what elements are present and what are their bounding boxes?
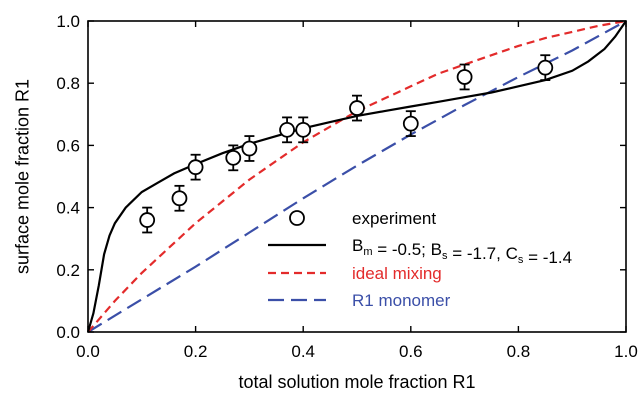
legend-ideal-label: ideal mixing <box>352 264 442 283</box>
legend-experiment-marker <box>289 210 305 226</box>
experiment-point <box>349 94 365 122</box>
experiment-point <box>295 116 312 144</box>
experiment-marker <box>349 100 365 116</box>
experiment-marker <box>295 121 312 138</box>
experiment-marker <box>456 69 473 85</box>
legend-monomer-label: R1 monomer <box>352 291 451 310</box>
x-tick-label: 1.0 <box>614 342 638 361</box>
x-axis-title: total solution mole fraction R1 <box>238 372 475 392</box>
legend-fit-text: = -0.5; B <box>373 240 442 259</box>
legend-fit-text: B <box>352 236 363 255</box>
axes-layer: 0.0 0.2 0.4 0.6 0.8 1.0 0.0 0.2 0.4 0.6 0.8 1.0 <box>56 12 637 361</box>
experiment-point <box>225 144 242 172</box>
plot-frame <box>87 20 627 333</box>
legend-fit-text: = -1.7, C <box>447 244 517 263</box>
x-tick-label: 0.6 <box>399 342 423 361</box>
r1-monomer-line <box>87 20 627 333</box>
experiment-point <box>171 184 188 212</box>
experiment-marker <box>537 59 554 76</box>
series-layer <box>86 19 627 333</box>
experiment-point <box>139 206 156 234</box>
y-tick-label: 0.2 <box>56 261 80 280</box>
legend-experiment-label: experiment <box>352 209 436 228</box>
y-tick-label: 0.6 <box>56 136 80 155</box>
y-tick-label: 1.0 <box>56 12 80 31</box>
experiment-point <box>241 135 258 162</box>
legend-fit-label: Bm = -0.5; Bs = -1.7, Cs = -1.4 <box>352 236 572 267</box>
y-tick-label: 0.4 <box>56 199 80 218</box>
experiment-point <box>187 153 204 181</box>
experiment-marker <box>187 159 204 176</box>
experiment-marker <box>225 149 242 166</box>
legend-fit-subscript: s <box>442 250 448 262</box>
experiment-point <box>402 110 419 137</box>
legend-fit-subscript: s <box>518 254 524 266</box>
experiment-marker <box>241 140 258 157</box>
experiment-point <box>279 116 295 144</box>
experiment-marker <box>279 121 295 138</box>
experiment-marker <box>402 115 419 132</box>
y-tick-label: 0.8 <box>56 74 80 93</box>
legend-fit-subscript: m <box>363 246 372 258</box>
x-tick-label: 0.4 <box>291 342 315 361</box>
experiment-marker <box>139 212 156 228</box>
y-axis-title: surface mole fraction R1 <box>12 79 32 274</box>
x-tick-label: 0.2 <box>184 342 208 361</box>
experiment-point <box>456 63 473 91</box>
x-tick-label: 0.0 <box>76 342 100 361</box>
legend-fit-text: = -1.4 <box>523 248 572 267</box>
y-tick-label: 0.0 <box>56 323 80 342</box>
x-tick-label: 0.8 <box>507 342 531 361</box>
experiment-point <box>537 54 554 81</box>
experiment-marker <box>171 190 188 207</box>
